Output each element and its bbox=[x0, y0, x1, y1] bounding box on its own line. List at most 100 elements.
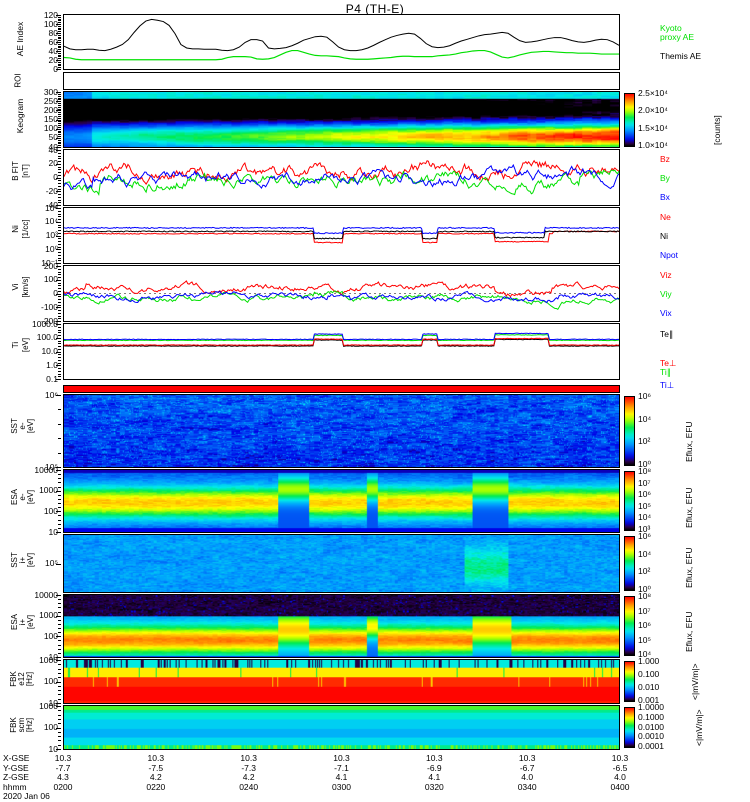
ytick-minor bbox=[58, 125, 61, 126]
ytick-mark bbox=[56, 595, 61, 596]
panel-sst-ion bbox=[63, 534, 620, 593]
ytick-mark bbox=[56, 706, 61, 707]
ytick-label: 10 bbox=[48, 526, 58, 537]
ytick-mark bbox=[56, 532, 61, 533]
xaxis-tick-x_gse: 10.3 bbox=[518, 753, 536, 763]
ytick-minor bbox=[58, 174, 61, 176]
ytick-minor bbox=[58, 210, 61, 212]
ytick-mark bbox=[56, 657, 61, 658]
colorbar-tick-label: 10⁶ bbox=[638, 620, 651, 630]
ytick-minor bbox=[58, 607, 61, 609]
ytick-label: 0 bbox=[53, 64, 58, 74]
ytick-minor bbox=[58, 335, 61, 336]
colorbar-tick-label: 10⁷ bbox=[638, 477, 651, 488]
ytick-minor bbox=[58, 115, 61, 117]
colorbar-tick-label: 10⁵ bbox=[638, 634, 651, 645]
ytick-minor bbox=[58, 668, 61, 670]
xaxis-tick-hhmm: 0220 bbox=[146, 781, 166, 792]
ytick-minor bbox=[58, 152, 61, 154]
ytick-minor bbox=[58, 274, 61, 276]
ytick-label: 1000 bbox=[39, 485, 58, 496]
ytick-minor bbox=[58, 523, 61, 525]
ytick-label: -100 bbox=[40, 301, 58, 312]
ytick-minor bbox=[58, 40, 61, 42]
ytick-minor bbox=[58, 216, 61, 218]
xaxis-tick-group: 10.3 -7.7 4.3 0200 bbox=[37, 753, 89, 792]
ytick-label: 10⁵ bbox=[45, 558, 58, 568]
xaxis-tick-labels: 10.3 -7.7 4.3 0200 10.3 -7.5 4.2 0220 10.3 -7.3 4.… bbox=[0, 753, 750, 800]
colorbar-tick-label: 0.001 bbox=[638, 695, 660, 705]
colorbar-tick-label: 0.1000 bbox=[638, 711, 664, 722]
velocity-plot bbox=[64, 266, 619, 321]
ytick-minor bbox=[58, 139, 61, 141]
sst-electron-colorbar bbox=[624, 396, 635, 466]
colorbar-tick-label: 10⁷ bbox=[638, 605, 651, 616]
ytick-label: 100 bbox=[43, 505, 58, 516]
colorbar-tick-label: 0.010 bbox=[638, 682, 660, 692]
xaxis-tick-x_gse: 10.3 bbox=[54, 753, 72, 763]
ytick-minor bbox=[58, 108, 61, 110]
ytick-minor bbox=[58, 104, 61, 106]
ytick-mark bbox=[56, 307, 61, 309]
ytick-minor bbox=[58, 346, 61, 347]
colorbar-tick-label: 10⁸ bbox=[638, 466, 652, 476]
fbk-scm-colorbar bbox=[624, 707, 635, 748]
ytick-mark bbox=[56, 33, 61, 34]
fbk-e12-colorbar-unit: <|mV/m|> bbox=[690, 663, 700, 700]
ytick-minor bbox=[58, 478, 61, 480]
ytick-mark bbox=[56, 128, 61, 130]
ytick-minor bbox=[58, 672, 61, 674]
xaxis-tick-x_gse: 10.3 bbox=[611, 753, 629, 763]
ae-index-ylabel: AE Index bbox=[15, 21, 25, 57]
ytick-label: 10000 bbox=[34, 464, 58, 475]
ytick-label: 120 bbox=[43, 9, 58, 20]
xaxis-tick-x_gse: 10.3 bbox=[147, 753, 165, 763]
ytick-minor bbox=[58, 56, 61, 58]
esa-electron-colorbar-labels: 10⁸ 10⁷ 10⁶ 10⁵ 10⁴ 10³ bbox=[638, 467, 678, 534]
sst-electron-ylabel-group: SST e- [eV] bbox=[2, 394, 35, 468]
b-fit-ylabel-line1: B FIT bbox=[11, 161, 20, 181]
sst-ion-spectrogram bbox=[64, 535, 619, 592]
colorbar-tick-label: 2.0×10⁴ bbox=[638, 105, 668, 116]
colorbar-tick-label: 10² bbox=[638, 566, 651, 577]
colorbar-tick-label: 0.0001 bbox=[638, 741, 664, 751]
ytick-minor bbox=[58, 652, 61, 654]
ytick-minor bbox=[58, 310, 61, 311]
fbk-scm-spectrogram bbox=[64, 706, 619, 749]
ytick-minor bbox=[58, 648, 61, 650]
ytick-minor bbox=[58, 67, 61, 69]
ytick-mark bbox=[56, 293, 61, 295]
colorbar-tick-label: 1.0000 bbox=[638, 702, 664, 712]
ytick-label: 40 bbox=[48, 45, 58, 56]
ytick-minor bbox=[58, 227, 61, 229]
ytick-mark bbox=[56, 177, 61, 179]
ytick-minor bbox=[58, 16, 61, 18]
sst-ion-colorbar-unit: Eflux, EFU bbox=[684, 547, 694, 588]
esa-electron-spectrogram bbox=[64, 470, 619, 532]
ytick-mark bbox=[56, 321, 61, 322]
ytick-minor bbox=[58, 685, 61, 687]
fbk-scm-yticks: 1000 100 10 bbox=[16, 701, 61, 753]
xaxis-tick-z_gse: 4.2 bbox=[242, 772, 255, 782]
sst-ion-yticks: 10⁵ bbox=[30, 534, 61, 593]
ytick-minor bbox=[58, 58, 61, 60]
xaxis-tick-y_gse: -6.9 bbox=[427, 762, 442, 773]
ytick-minor bbox=[58, 238, 61, 240]
ytick-minor bbox=[58, 277, 61, 278]
ytick-minor bbox=[58, 359, 61, 361]
xaxis-tick-hhmm: 0320 bbox=[424, 781, 444, 792]
ytick-minor bbox=[58, 180, 61, 182]
xaxis-row-label: hhmm bbox=[3, 781, 27, 792]
fbk-e12-colorbar-labels: 1.000 0.100 0.010 0.001 bbox=[638, 657, 682, 705]
ytick-minor bbox=[58, 623, 61, 625]
ytick-mark bbox=[56, 490, 61, 492]
xaxis-tick-x_gse: 10.3 bbox=[426, 753, 443, 763]
ytick-label: 300 bbox=[43, 86, 58, 97]
ytick-minor bbox=[58, 112, 61, 114]
ytick-minor bbox=[58, 698, 61, 700]
ytick-minor bbox=[58, 65, 61, 67]
ytick-minor bbox=[58, 130, 61, 132]
ytick-minor bbox=[58, 714, 61, 716]
xaxis-tick-y_gse: -6.7 bbox=[519, 762, 535, 773]
keogram-spectrogram bbox=[64, 92, 619, 147]
